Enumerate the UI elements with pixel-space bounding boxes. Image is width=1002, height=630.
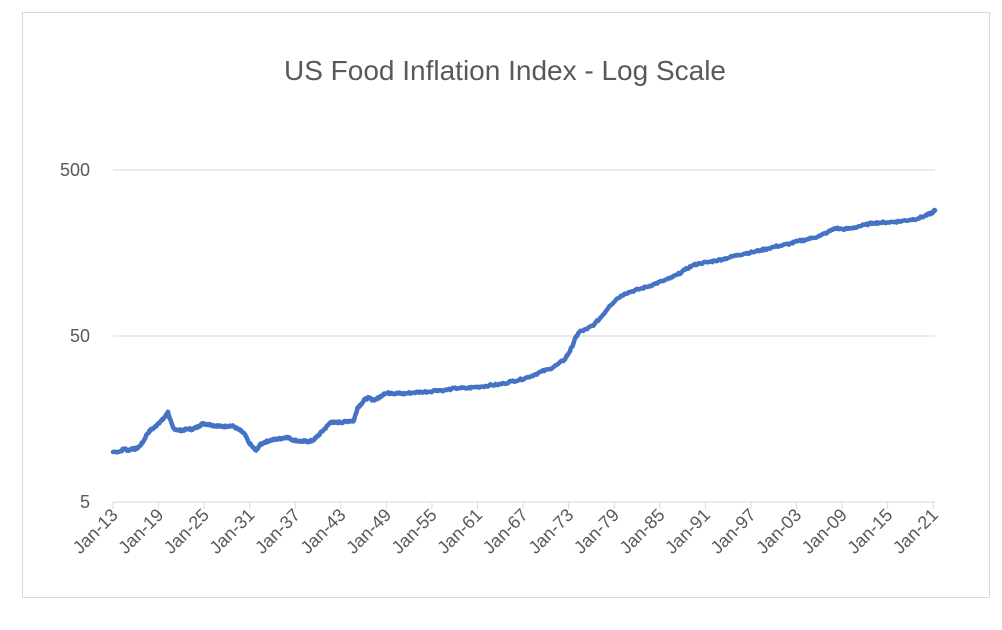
x-tick-label: Jan-03 xyxy=(752,505,805,558)
x-tick-label: Jan-37 xyxy=(251,505,304,558)
x-tick-label: Jan-25 xyxy=(160,505,213,558)
x-tick-label: Jan-55 xyxy=(388,505,441,558)
x-tick-label: Jan-13 xyxy=(69,505,122,558)
y-tick-label: 50 xyxy=(70,326,90,346)
x-tick-label: Jan-79 xyxy=(570,505,623,558)
x-tick-label: Jan-19 xyxy=(114,505,167,558)
grid-lines xyxy=(113,169,935,337)
x-tick-label: Jan-91 xyxy=(661,505,714,558)
x-tick-label: Jan-09 xyxy=(798,505,851,558)
x-tick-label: Jan-21 xyxy=(889,505,942,558)
y-axis-tick-labels: 5 50 500 xyxy=(60,160,90,512)
x-tick-label: Jan-67 xyxy=(479,505,532,558)
y-tick-label: 5 xyxy=(80,492,90,512)
x-axis-tick-labels: Jan-13Jan-19Jan-25Jan-31Jan-37Jan-43Jan-… xyxy=(69,505,942,558)
chart-title: US Food Inflation Index - Log Scale xyxy=(284,55,726,86)
x-axis-tick-marks xyxy=(112,502,934,509)
x-tick-label: Jan-31 xyxy=(205,505,258,558)
x-tick-label: Jan-85 xyxy=(616,505,669,558)
y-tick-label: 500 xyxy=(60,160,90,180)
x-tick-label: Jan-73 xyxy=(524,505,577,558)
x-tick-label: Jan-61 xyxy=(433,505,486,558)
chart-frame xyxy=(22,12,990,598)
x-tick-label: Jan-15 xyxy=(843,505,896,558)
x-tick-label: Jan-43 xyxy=(297,505,350,558)
x-tick-label: Jan-97 xyxy=(707,505,760,558)
series-line-food-index xyxy=(110,207,938,455)
x-tick-label: Jan-49 xyxy=(342,505,395,558)
